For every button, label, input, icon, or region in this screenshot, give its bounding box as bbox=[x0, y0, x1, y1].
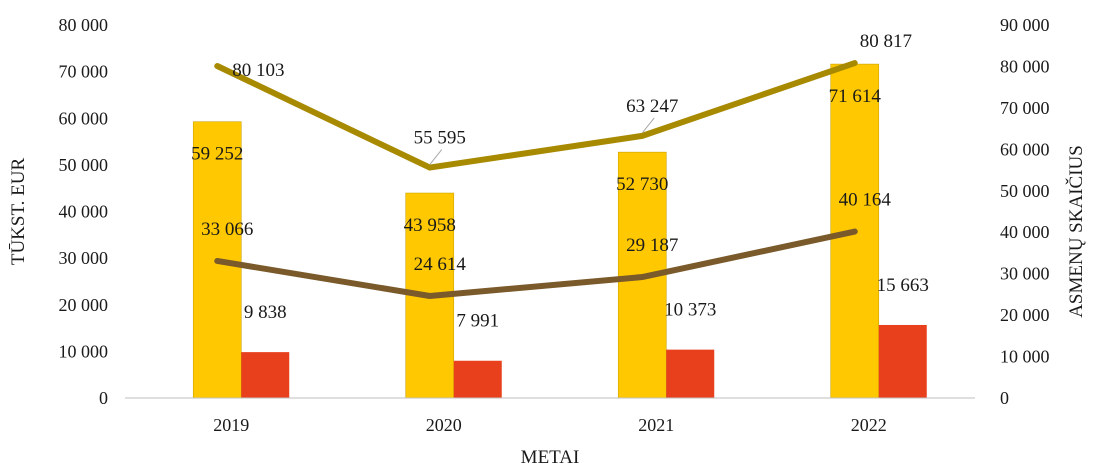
ticks-layer: 0 10 000 20 000 30 000 40 000 50 000 60 000 70 … bbox=[59, 15, 1050, 435]
data-label-s0-2020: 43 958 bbox=[404, 215, 456, 236]
y2-tick-label: 40 000 bbox=[1000, 222, 1050, 242]
data-label-s2-2021: 63 247 bbox=[626, 96, 678, 117]
line-series-3 bbox=[214, 228, 858, 299]
x-tick-label-2020: 2020 bbox=[426, 415, 462, 435]
y-tick-label: 60 000 bbox=[59, 108, 109, 128]
y2-tick-label: 50 000 bbox=[1000, 181, 1050, 201]
y-tick-label: 10 000 bbox=[59, 341, 109, 361]
data-label-s2-2019: 80 103 bbox=[232, 60, 284, 81]
y2-tick-label: 80 000 bbox=[1000, 56, 1050, 76]
y2-tick-label: 10 000 bbox=[1000, 347, 1050, 367]
data-label-s1-2021: 10 373 bbox=[664, 300, 716, 321]
y2-tick-label: 60 000 bbox=[1000, 139, 1050, 159]
y-tick-label: 20 000 bbox=[59, 295, 109, 315]
x-tick-label-2022: 2022 bbox=[851, 415, 887, 435]
y2-tick-label: 70 000 bbox=[1000, 98, 1050, 118]
y2-axis-title: ASMENŲ SKAIČIUS bbox=[1065, 145, 1087, 318]
data-label-s0-2022: 71 614 bbox=[829, 86, 882, 107]
lines-layer bbox=[214, 60, 858, 299]
leader-line bbox=[429, 149, 443, 165]
bar-s1-2020 bbox=[453, 360, 502, 398]
y2-tick-label: 0 bbox=[1000, 388, 1009, 408]
bar-s1-2019 bbox=[241, 352, 290, 398]
data-label-s2-2022: 80 817 bbox=[860, 31, 912, 52]
bars-layer bbox=[192, 63, 927, 399]
y-axis-title: TŪKST. EUR bbox=[8, 158, 29, 266]
line-series-2 bbox=[214, 60, 858, 171]
data-label-s0-2019: 59 252 bbox=[191, 144, 243, 165]
data-label-s3-2021: 29 187 bbox=[626, 235, 678, 256]
data-label-s3-2019: 33 066 bbox=[201, 219, 253, 240]
y2-tick-label: 30 000 bbox=[1000, 264, 1050, 284]
data-label-s1-2022: 15 663 bbox=[877, 275, 929, 296]
y2-tick-label: 90 000 bbox=[1000, 15, 1050, 35]
y-tick-label: 30 000 bbox=[59, 248, 109, 268]
bar-s1-2021 bbox=[666, 349, 715, 398]
data-label-s2-2020: 55 595 bbox=[414, 128, 466, 149]
y-tick-label: 40 000 bbox=[59, 202, 109, 222]
x-tick-label-2021: 2021 bbox=[638, 415, 674, 435]
labels-layer: 59 252 43 958 52 730 71 614 9 838 7 991 10 373… bbox=[191, 31, 929, 332]
data-label-s3-2020: 24 614 bbox=[414, 254, 467, 275]
data-label-s1-2019: 9 838 bbox=[244, 302, 287, 323]
data-label-s1-2020: 7 991 bbox=[456, 311, 499, 332]
y-tick-label: 0 bbox=[99, 388, 108, 408]
y2-tick-label: 20 000 bbox=[1000, 305, 1050, 325]
data-label-s0-2021: 52 730 bbox=[616, 174, 668, 195]
y-tick-label: 70 000 bbox=[59, 62, 109, 82]
y-tick-label: 50 000 bbox=[59, 155, 109, 175]
data-label-s3-2022: 40 164 bbox=[839, 190, 892, 211]
leader-line bbox=[641, 117, 655, 134]
y-tick-label: 80 000 bbox=[59, 15, 109, 35]
x-tick-label-2019: 2019 bbox=[213, 415, 249, 435]
x-axis-title: METAI bbox=[521, 447, 580, 468]
bar-s1-2022 bbox=[878, 324, 927, 398]
